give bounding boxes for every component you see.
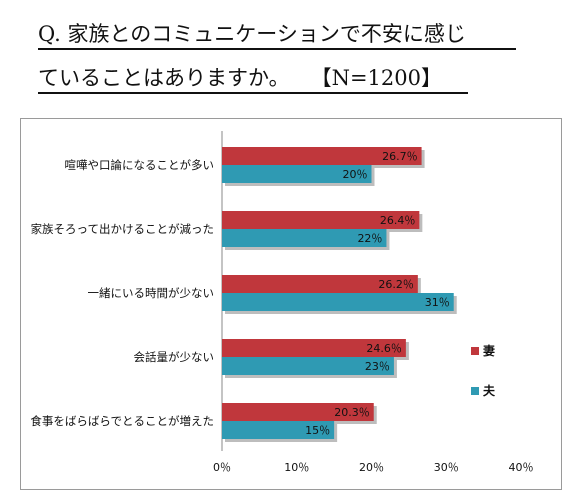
data-label: 26.7％ (382, 150, 418, 163)
x-tick-label: 20％ (359, 461, 384, 474)
bar-wife (222, 275, 418, 293)
data-label: 23％ (365, 360, 390, 373)
bar-husband (222, 293, 454, 311)
bar-husband (222, 229, 387, 247)
category-label: 食事をばらばらでとることが増えた (30, 414, 214, 428)
legend-label: 妻 (483, 343, 495, 358)
legend-swatch (471, 347, 479, 355)
data-label: 26.2％ (378, 278, 414, 291)
data-label: 24.6％ (366, 342, 402, 355)
data-label: 31％ (425, 296, 450, 309)
bar-wife (222, 403, 374, 421)
bar-husband (222, 165, 372, 183)
bar-husband (222, 421, 335, 439)
x-tick-label: 10％ (284, 461, 309, 474)
legend-swatch (471, 387, 479, 395)
bar-wife (222, 339, 406, 357)
chart-title-line1: Q. 家族とのコミュニケーションで不安に感じ (38, 20, 516, 50)
x-tick-label: 0％ (213, 461, 231, 474)
category-label: 喧嘩や口論になることが多い (65, 158, 215, 172)
data-label: 20％ (343, 168, 368, 181)
x-tick-label: 30％ (434, 461, 459, 474)
category-label: 家族そろって出かけることが減った (31, 222, 214, 236)
legend-label: 夫 (482, 383, 496, 398)
x-tick-label: 40％ (509, 461, 534, 474)
bar-husband (222, 357, 394, 375)
chart-panel: 喧嘩や口論になることが多い 26.7％ 20％ 家族そろって出かけることが減った 26.… (20, 118, 562, 490)
data-label: 26.4％ (380, 214, 416, 227)
category-label: 会話量が少ない (134, 350, 215, 364)
chart-title-line2: ていることはありますか。 【N=1200】 (38, 64, 468, 94)
bar-chart: 喧嘩や口論になることが多い 26.7％ 20％ 家族そろって出かけることが減った 26.… (30, 131, 534, 474)
bar-wife (222, 211, 420, 229)
data-label: 20.3％ (334, 406, 370, 419)
data-label: 15％ (305, 424, 330, 437)
category-label: 一緒にいる時間が少ない (88, 286, 215, 300)
data-label: 22％ (357, 232, 382, 245)
bar-wife (222, 147, 422, 165)
